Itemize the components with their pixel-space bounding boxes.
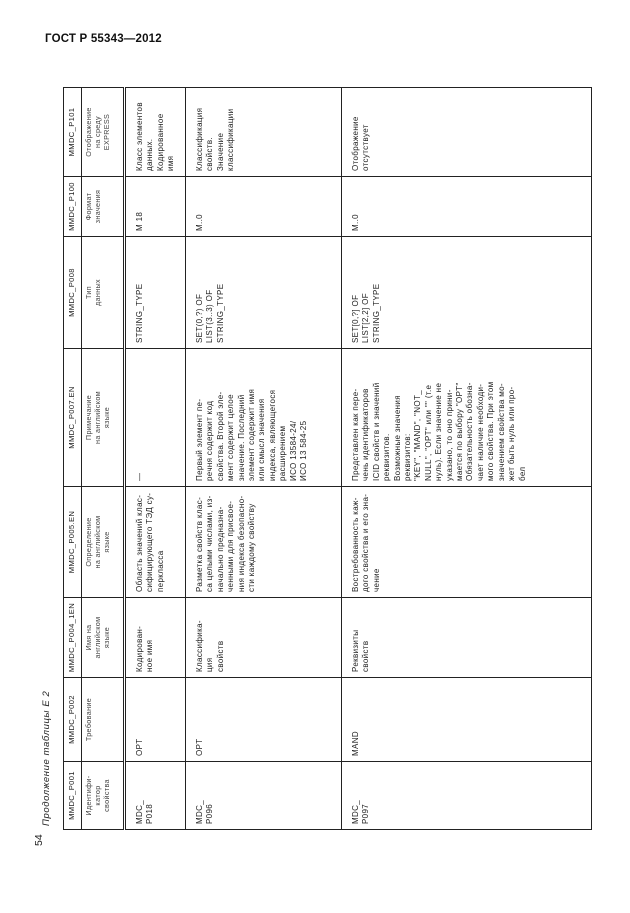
- table-cell: MMDC_P100: [63, 176, 82, 237]
- table-cell: Реквизиты свойств: [341, 597, 592, 678]
- table-cell: Имя на английском языке: [81, 597, 125, 678]
- table-cell: Идентифи- катор свойства: [81, 761, 125, 830]
- table-cell: MMDC_P007.EN: [63, 348, 82, 487]
- table-cell: Кодирован- ное имя: [124, 597, 186, 678]
- table-cell: MMDC_P002: [63, 677, 82, 762]
- table-cell: Требование: [81, 677, 125, 762]
- document-title: ГОСТ Р 55343—2012: [45, 33, 162, 45]
- table-row: MDC_ P096 OPT Классифика- ция свойств Разме…: [185, 87, 342, 830]
- table-cell: SET(0,?) OF LIST(3..3) OF STRING_TYPE: [185, 236, 342, 349]
- table-row: MDC_ P097 MAND Реквизиты свойств Востребова…: [341, 87, 592, 830]
- table-cell: Отображение отсутствует: [341, 87, 592, 177]
- table-cell: M..0: [185, 176, 342, 237]
- table-cell: MDC_ P097: [341, 761, 592, 830]
- table-cell: Первый элемент пе- речня содержит код св…: [185, 348, 342, 487]
- table-cell: Востребованность каж- дого свойства и ег…: [341, 486, 592, 598]
- table-cell: Определение на английском языке: [81, 486, 125, 598]
- table-cell: Классификация свойств. Значение классифи…: [185, 87, 342, 177]
- table-cell: Классифика- ция свойств: [185, 597, 342, 678]
- table-cell: OPT: [185, 677, 342, 762]
- properties-table: MMDC_P001 MMDC_P002 MMDC_P004_1EN MMDC_P005…: [63, 87, 592, 830]
- rotated-page-content: 54 Продолжение таблицы Е 2 MMDC_P001 MMDC…: [33, 87, 592, 846]
- table-cell: M..0: [341, 176, 592, 237]
- header-names-row: Идентифи- катор свойства Требование Имя на…: [81, 87, 125, 830]
- table-cell: M 18: [124, 176, 186, 237]
- table-cell: OPT: [124, 677, 186, 762]
- header-codes-row: MMDC_P001 MMDC_P002 MMDC_P004_1EN MMDC_P005…: [63, 87, 82, 830]
- table-cell: Область значений клас- сифицирующего ТЭД…: [124, 486, 186, 598]
- table-row: MDC_ P018 OPT Кодирован- ное имя Область зн…: [124, 87, 186, 830]
- table-cell: MMDC_P005.EN: [63, 486, 82, 598]
- table-cell: Тип данных: [81, 236, 125, 349]
- table-cell: MMDC_P004_1EN: [63, 597, 82, 678]
- table-cell: Представлен как пере- чень идентификатор…: [341, 348, 592, 487]
- table-cell: Отображение на среду EXPRESS: [81, 87, 125, 177]
- table-cell: MMDC_P001: [63, 761, 82, 830]
- table-caption: Продолжение таблицы Е 2: [41, 690, 52, 826]
- page-number: 54: [33, 834, 45, 846]
- table-cell: Примечание на английском языке: [81, 348, 125, 487]
- table-cell: —: [124, 348, 186, 487]
- table-cell: Формат значения: [81, 176, 125, 237]
- table-cell: MMDC_P101: [63, 87, 82, 177]
- table-cell: SET[0,?] OF LIST[2,2] OF STRING_TYPE: [341, 236, 592, 349]
- table-cell: STRING_TYPE: [124, 236, 186, 349]
- table-cell: Разметка свойств клас- са целыми числами…: [185, 486, 342, 598]
- table-cell: MDC_ P096: [185, 761, 342, 830]
- table-cell: MDC_ P018: [124, 761, 186, 830]
- table-cell: MMDC_P008: [63, 236, 82, 349]
- table-cell: Класс элементов данных. Кодированное имя: [124, 87, 186, 177]
- table-cell: MAND: [341, 677, 592, 762]
